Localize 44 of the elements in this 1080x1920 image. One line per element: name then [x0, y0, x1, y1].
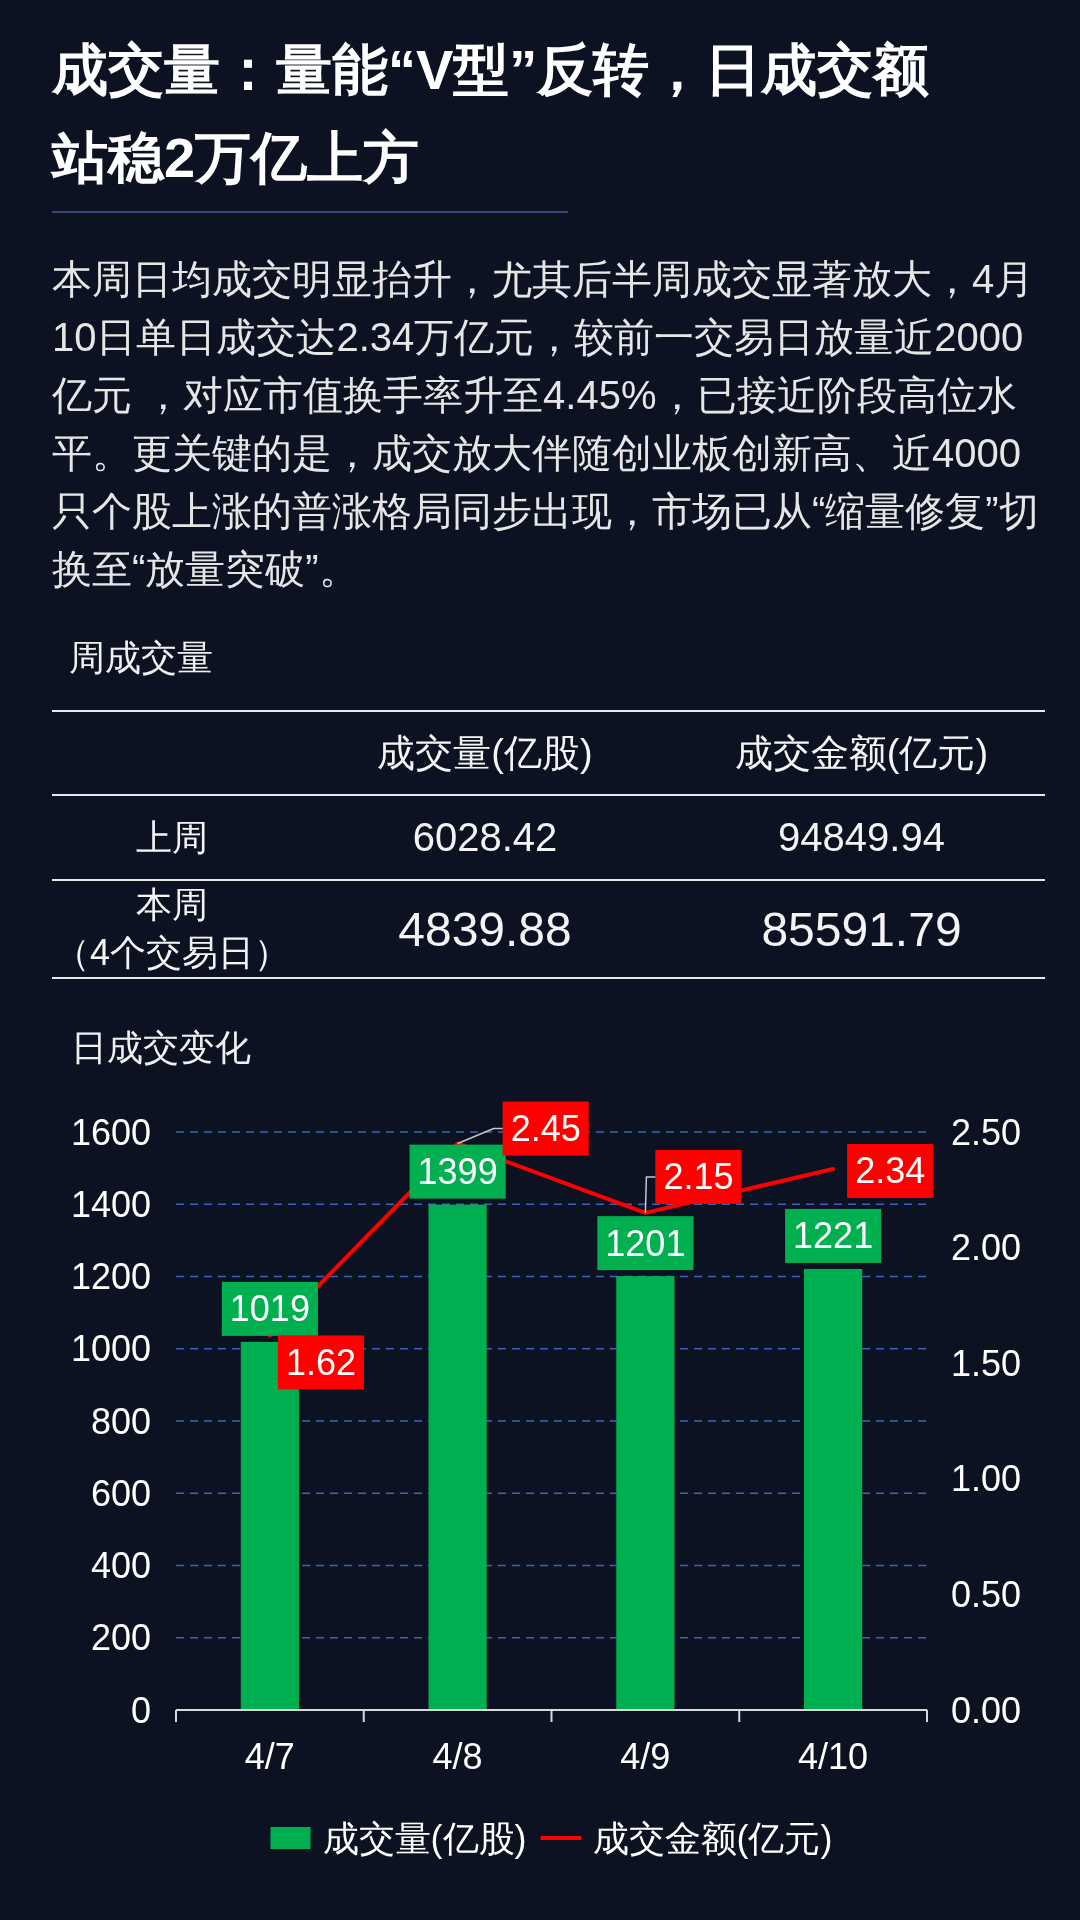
x-tick-label: 4/8 — [432, 1735, 483, 1777]
x-tick-label: 4/7 — [244, 1735, 295, 1777]
text: 成交量：量能“V型”反转，日成交额站稳2万亿上方 — [52, 37, 931, 191]
y-tick-label: 200 — [90, 1617, 151, 1659]
y2-tick-label: 1.50 — [951, 1342, 1022, 1384]
data-label: 94849.94 — [678, 795, 1045, 880]
y2-tick-label: 2.50 — [951, 1111, 1022, 1153]
data-label: 6028.42 — [292, 795, 678, 880]
y-tick-label: 1400 — [70, 1183, 151, 1225]
y-tick-label: 1600 — [70, 1111, 151, 1153]
bar — [428, 1204, 487, 1710]
x-tick-label: 4/10 — [798, 1735, 869, 1777]
data-label: 2.34 — [855, 1150, 926, 1192]
y-tick-label: 800 — [90, 1400, 151, 1442]
data-label: 85591.79 — [678, 880, 1045, 978]
category-label: 本周（4个交易日） — [52, 880, 292, 978]
y-tick-label: 400 — [90, 1545, 151, 1586]
text: 本周日均成交明显抬升，尤其后半周成交显著放大，4月10日单日成交达2.34万亿元，较前一交易日放量近2000亿元 ，对应市值换手率升至4.45%，已接近阶段高位水平。更关键的是，成交放大伴随创业板创新高、近4000只个股上涨的普涨格局同步出现，市场已从“缩量修复”切换至“放量突破”。 — [52, 256, 1040, 593]
data-label: 2.15 — [663, 1156, 734, 1198]
chart-title: 日成交变化 — [71, 1026, 251, 1068]
y2-tick-label: 0.00 — [951, 1689, 1022, 1731]
text: 成交量(亿股) — [292, 711, 678, 795]
bar — [804, 1268, 863, 1710]
data-label: 4839.88 — [292, 880, 678, 978]
y-tick-label: 1000 — [70, 1328, 151, 1370]
y-tick-label: 600 — [90, 1472, 151, 1514]
legend-label: 成交金额(亿元) — [592, 1817, 833, 1859]
data-label: 1221 — [793, 1215, 874, 1257]
y-tick-label: 0 — [130, 1689, 151, 1731]
data-label: 1.62 — [285, 1341, 356, 1383]
y-tick-label: 1200 — [70, 1256, 151, 1297]
category-label: 上周 — [52, 795, 292, 880]
data-label: 2.45 — [510, 1108, 581, 1150]
x-tick-label: 4/9 — [620, 1735, 671, 1777]
data-label: 1399 — [417, 1151, 498, 1193]
y2-tick-label: 2.00 — [951, 1227, 1022, 1269]
data-label: 1201 — [605, 1222, 686, 1264]
legend-label: 成交量(亿股) — [322, 1817, 527, 1859]
text: 成交金额(亿元) — [678, 711, 1045, 795]
text: 周成交量 — [68, 636, 214, 680]
bar — [616, 1276, 675, 1710]
y2-tick-label: 1.00 — [951, 1458, 1022, 1500]
y2-tick-label: 0.50 — [951, 1573, 1022, 1615]
data-label: 1019 — [229, 1288, 310, 1330]
